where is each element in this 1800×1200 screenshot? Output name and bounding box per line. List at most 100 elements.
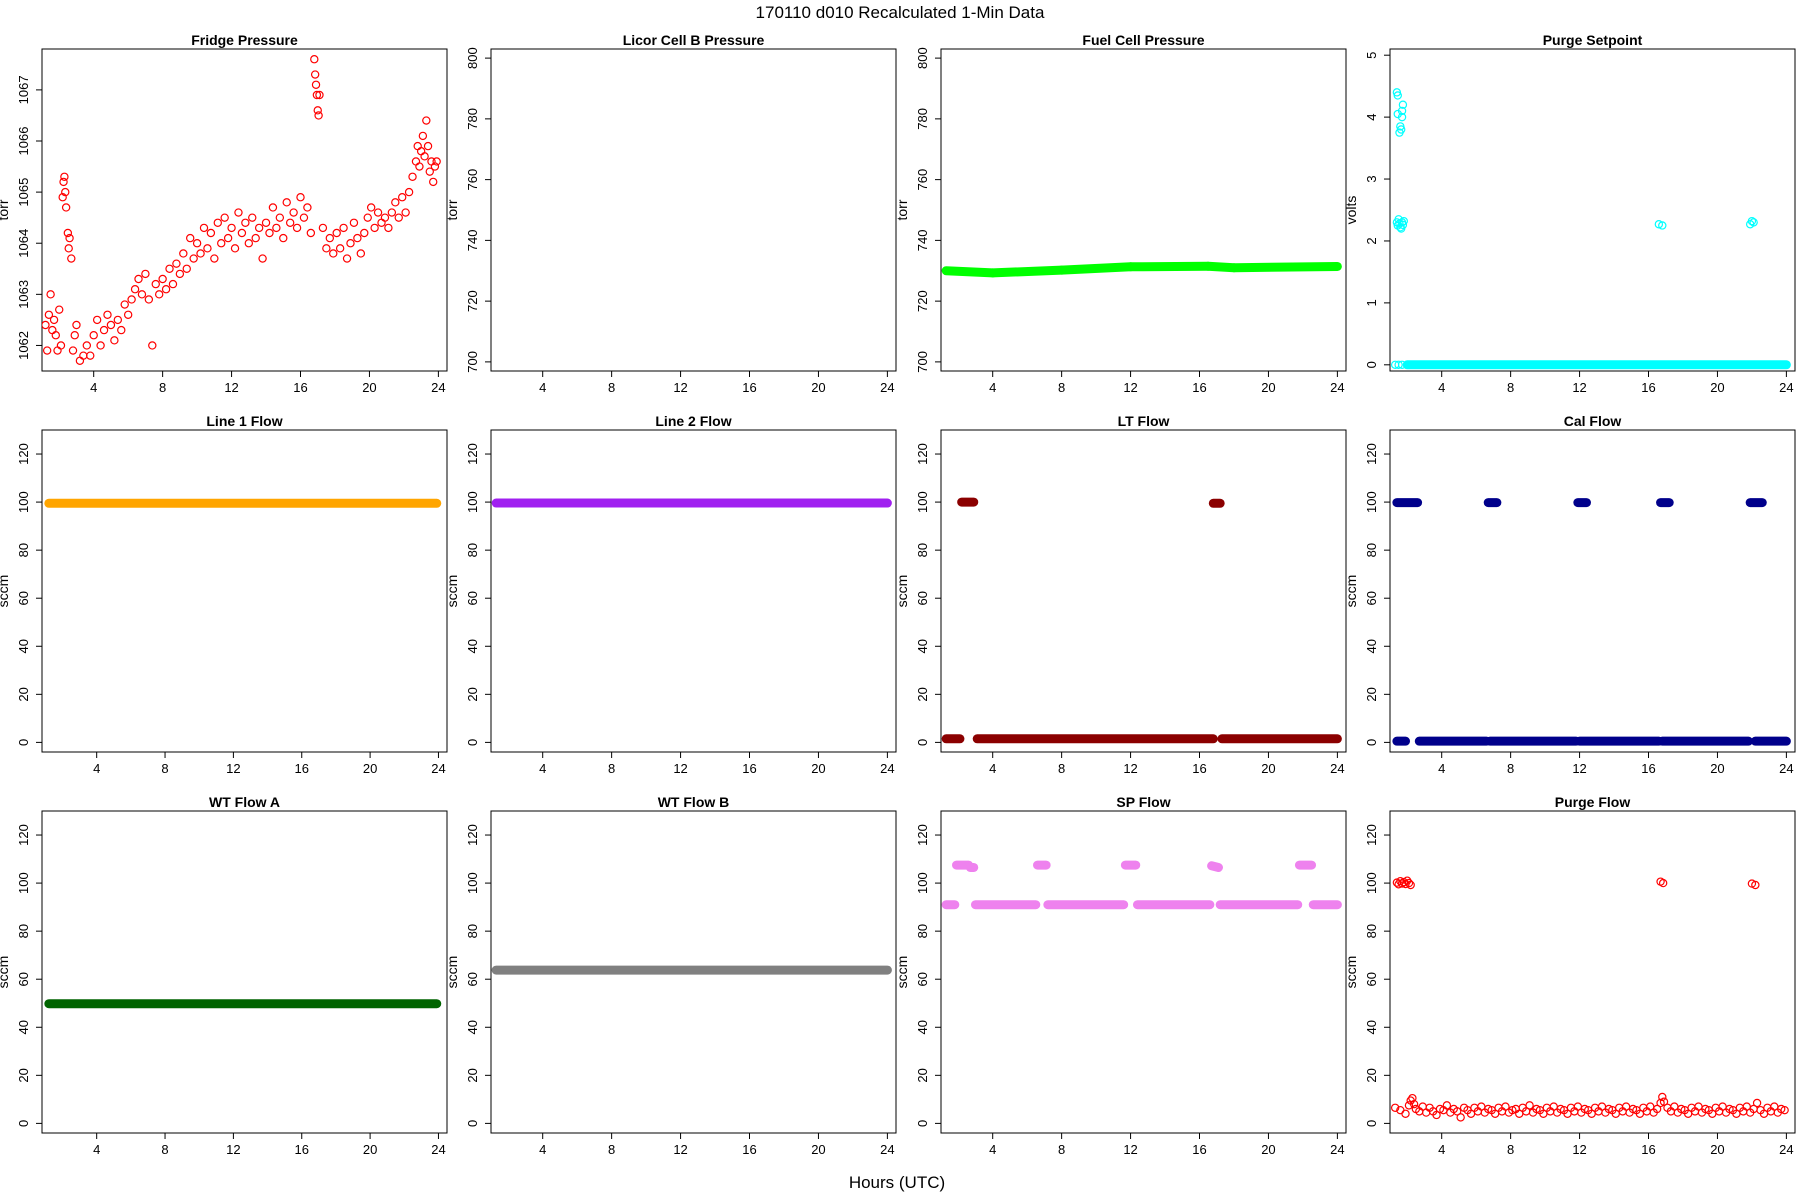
panel-title: Line 2 Flow [655, 413, 731, 429]
y-tick-label: 60 [915, 591, 930, 605]
y-tick-label: 0 [1364, 1120, 1379, 1127]
data-point [151, 279, 160, 289]
y-tick-label: 40 [915, 639, 930, 653]
data-point [377, 218, 386, 227]
x-tick-label: 12 [1123, 761, 1137, 776]
data-point [1398, 100, 1408, 109]
data-point [48, 325, 57, 335]
data-point [217, 239, 226, 248]
data-point [42, 320, 50, 330]
x-tick-label: 24 [431, 380, 445, 395]
y-tick-label: 740 [915, 230, 930, 252]
x-tick-label: 8 [1507, 761, 1514, 776]
data-point [72, 320, 81, 330]
panel-title: WT Flow B [658, 794, 730, 810]
y-axis-label: volts [1343, 196, 1359, 225]
data-point [415, 162, 424, 171]
y-tick-label: 740 [465, 230, 480, 252]
data-point [227, 223, 236, 233]
data-point [1780, 1105, 1789, 1115]
x-tick-label: 8 [1058, 380, 1065, 395]
data-point [387, 208, 397, 217]
data-point [313, 106, 322, 115]
x-tick-label: 16 [742, 380, 756, 395]
data-point [55, 305, 64, 314]
data-point [425, 167, 434, 176]
plot-frame [490, 810, 897, 1134]
plot-frame [1389, 810, 1796, 1134]
y-tick-label: 60 [1364, 972, 1379, 986]
data-point [244, 239, 254, 248]
panel-7: LT Flow sccm 4 8 12 16 20 24 0 20 40 60 80 100 120 [894, 413, 1347, 776]
x-tick-label: 24 [1779, 761, 1793, 776]
y-axis-label: sccm [0, 956, 11, 989]
panel-title: Fridge Pressure [191, 32, 298, 48]
panel-title: LT Flow [1118, 413, 1170, 429]
data-point [1404, 878, 1414, 888]
data-point [279, 233, 288, 243]
data-point [67, 254, 76, 263]
plot-frame [41, 429, 448, 753]
panel-10: WT Flow B sccm 4 8 12 16 20 24 0 20 40 60 80 100 120 [444, 794, 897, 1157]
x-tick-label: 8 [1507, 1142, 1514, 1157]
data-point [299, 213, 309, 222]
data-point [199, 223, 209, 233]
data-point [1658, 221, 1667, 230]
x-tick-label: 16 [742, 1142, 756, 1157]
y-tick-label: 0 [915, 739, 930, 746]
y-tick-label: 60 [1364, 591, 1379, 605]
y-tick-label: 40 [16, 1020, 31, 1034]
data-point [318, 223, 328, 233]
x-tick-label: 20 [363, 761, 377, 776]
y-tick-label: 60 [16, 972, 31, 986]
plot-frame [41, 810, 448, 1134]
x-tick-label: 24 [1779, 380, 1793, 395]
data-point [1408, 1093, 1417, 1103]
data-point [346, 239, 355, 248]
data-point [1658, 1092, 1667, 1102]
x-tick-label: 20 [1710, 1142, 1724, 1157]
y-axis-label: sccm [894, 956, 910, 989]
x-tick-label: 16 [1192, 380, 1206, 395]
panel-9: WT Flow A sccm 4 8 12 16 20 24 0 20 40 60 80 100 120 [0, 794, 448, 1157]
data-point [56, 341, 66, 350]
data-point [285, 218, 295, 227]
plot-frame [41, 48, 448, 372]
x-tick-label: 4 [1438, 761, 1445, 776]
data-point [165, 264, 174, 273]
y-tick-label: 120 [1364, 824, 1379, 846]
data-point [42, 346, 52, 355]
panel-12: Purge Flow sccm 4 8 12 16 20 24 0 20 40 60 80 100 120 [1343, 794, 1796, 1157]
data-point [1456, 1113, 1465, 1122]
plot-frame [490, 429, 897, 753]
data-point [404, 187, 414, 197]
x-tick-label: 16 [1641, 761, 1655, 776]
data-layer [941, 261, 1342, 278]
y-tick-label: 80 [465, 924, 480, 938]
data-point [130, 285, 140, 294]
data-point [220, 213, 229, 222]
y-tick-label: 60 [915, 972, 930, 986]
x-tick-label: 16 [1192, 761, 1206, 776]
y-tick-label: 720 [915, 290, 930, 312]
data-point [1397, 106, 1407, 116]
data-point [339, 223, 348, 233]
y-tick-label: 760 [915, 169, 930, 191]
y-tick-label: 40 [1364, 1020, 1379, 1034]
data-point [192, 239, 202, 248]
x-tick-label: 20 [1710, 380, 1724, 395]
data-point [248, 213, 257, 222]
data-point-run [941, 266, 998, 278]
data-point [60, 172, 69, 181]
data-point [1399, 216, 1408, 226]
data-point [391, 198, 400, 207]
y-tick-label: 100 [915, 491, 930, 513]
panel-2: Licor Cell B Pressure torr 4 8 12 16 20 24 700 72… [444, 32, 897, 395]
data-point [1752, 1098, 1762, 1108]
data-point [329, 249, 338, 258]
data-point [272, 223, 281, 233]
x-tick-label: 12 [226, 1142, 240, 1157]
panel-title: Purge Flow [1555, 794, 1631, 810]
